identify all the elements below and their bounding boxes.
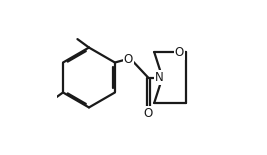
Text: O: O [175,46,184,59]
Text: O: O [143,107,153,120]
Text: N: N [155,71,164,84]
Text: O: O [124,53,133,66]
